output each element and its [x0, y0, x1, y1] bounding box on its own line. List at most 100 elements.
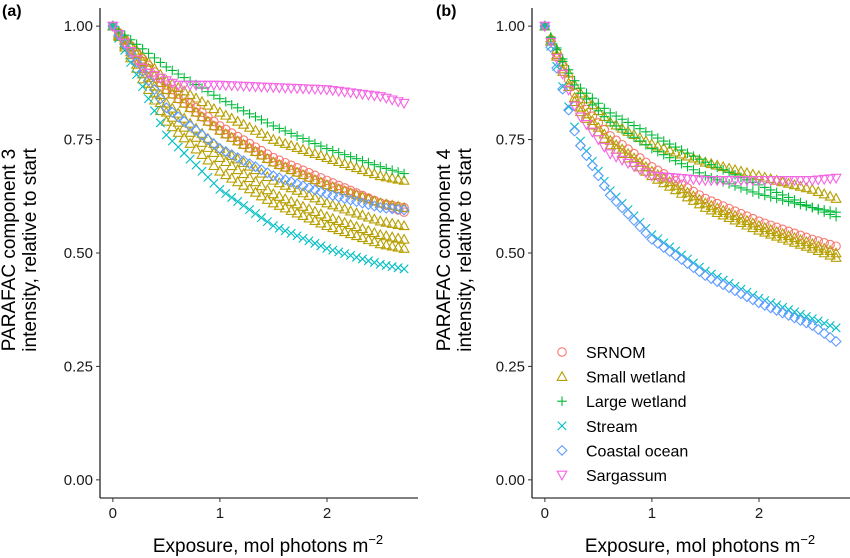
data-point: [729, 209, 741, 220]
data-point: [640, 165, 652, 176]
data-point: [741, 291, 753, 303]
data-point: [623, 117, 633, 128]
data-point: [261, 152, 274, 164]
data-point: [285, 176, 297, 188]
data-point: [255, 190, 268, 201]
data-point: [788, 231, 801, 243]
data-point: [267, 156, 280, 167]
data-point: [243, 82, 256, 93]
data-point: [249, 124, 262, 135]
data-point: [771, 304, 783, 316]
data-point: [658, 149, 669, 160]
data-point: [380, 216, 392, 227]
legend-item-sargassum: Sargassum: [556, 468, 667, 485]
data-point: [350, 189, 363, 200]
data-point: [338, 185, 351, 196]
data-point: [363, 157, 374, 168]
data-point: [321, 151, 333, 163]
data-point: [178, 80, 190, 92]
data-point: [225, 81, 238, 92]
data-point: [327, 199, 339, 210]
data-point: [664, 245, 676, 257]
data-point: [197, 83, 207, 93]
data-point: [788, 312, 801, 324]
data-point: [562, 85, 575, 96]
legend-sargassum-label: Sargassum: [586, 468, 667, 485]
data-point: [794, 314, 806, 327]
data-point: [166, 88, 179, 99]
data-point: [574, 101, 587, 112]
data-point: [824, 249, 836, 260]
data-point: [700, 157, 711, 167]
data-point: [386, 199, 398, 210]
data-point: [196, 80, 208, 92]
data-point: [387, 262, 397, 272]
data-point: [332, 201, 345, 212]
data-point: [327, 221, 339, 233]
data-point: [136, 65, 149, 78]
data-point: [255, 164, 268, 176]
panel-a-ylabel-line2: intensity, relative to start: [20, 148, 41, 352]
data-point: [605, 117, 616, 127]
data-point: [225, 112, 238, 123]
data-point: [723, 176, 735, 187]
data-point: [794, 180, 807, 191]
data-point: [753, 297, 765, 309]
data-point: [776, 232, 789, 243]
data-point: [309, 184, 321, 196]
data-point: [580, 150, 593, 162]
data-point: [545, 37, 557, 49]
data-point: [220, 155, 232, 167]
data-point: [800, 317, 812, 329]
data-point: [718, 164, 728, 175]
data-point: [167, 84, 178, 95]
data-point: [255, 149, 268, 160]
data-point: [285, 204, 297, 215]
data-point: [830, 192, 842, 203]
panel-b-label: (b): [436, 3, 456, 20]
legend-item-large-wetland: Large wetland: [557, 394, 687, 411]
data-point: [161, 62, 172, 72]
data-point: [160, 102, 172, 114]
data-point: [279, 161, 291, 172]
data-point: [623, 128, 633, 139]
panel-b-x-tick-label: 2: [755, 505, 763, 522]
data-point: [267, 197, 280, 208]
legend-item-stream: Stream: [557, 419, 638, 436]
data-point: [125, 47, 137, 59]
data-point: [806, 242, 819, 253]
data-point: [800, 235, 813, 247]
data-point: [723, 207, 735, 218]
data-point: [771, 193, 782, 204]
panel-a: (a) PARAFAC component 3 intensity, relat…: [0, 3, 418, 557]
data-point: [190, 92, 202, 103]
data-point: [316, 141, 326, 151]
data-point: [764, 223, 777, 235]
data-point: [658, 241, 670, 253]
data-point: [291, 141, 303, 152]
data-point: [568, 91, 581, 102]
data-point: [185, 98, 195, 108]
data-point: [783, 196, 794, 207]
data-point: [243, 158, 256, 170]
data-point: [202, 115, 214, 126]
panel-b-series-small-wetland: [539, 20, 842, 262]
data-point: [759, 190, 770, 201]
data-point: [622, 147, 634, 158]
data-point: [646, 171, 658, 182]
data-point: [812, 175, 824, 186]
data-point: [759, 299, 771, 311]
data-point: [350, 207, 363, 218]
data-point: [393, 263, 403, 273]
data-point: [574, 139, 587, 152]
data-point: [819, 205, 829, 215]
data-point: [592, 170, 604, 182]
data-point: [669, 183, 682, 195]
panel-b-series-coastal-ocean: [539, 20, 842, 348]
data-point: [819, 318, 829, 328]
data-point: [327, 189, 339, 202]
data-point: [309, 147, 321, 158]
data-point: [279, 179, 291, 190]
data-point: [794, 233, 807, 245]
data-point: [824, 331, 836, 344]
